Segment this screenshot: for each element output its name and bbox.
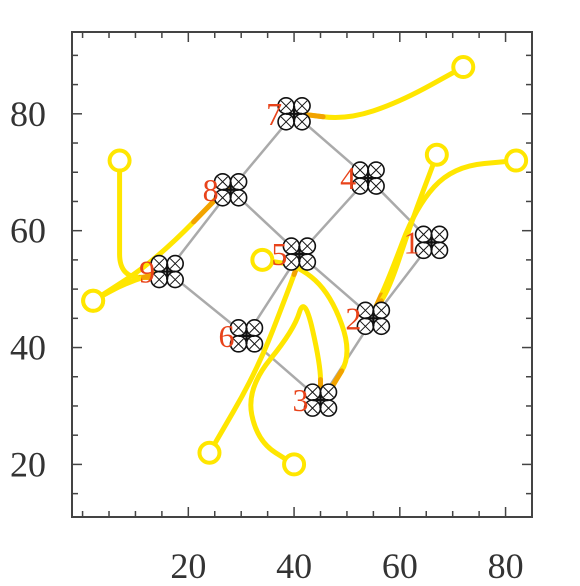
rotor-blade [153,274,165,285]
drone-label: 3 [293,382,309,418]
rotor-blade [418,245,429,256]
trajectory-line [117,158,165,280]
drone-8: 8 [203,172,248,208]
drone-label: 9 [139,254,155,290]
trajectory-line [248,304,324,467]
rotor-blade [286,256,297,268]
rotor-blade [169,274,181,285]
drone-7: 7 [266,96,311,132]
y-tick-label: 40 [10,328,46,368]
trajectory-start-marker [504,148,529,173]
rotor-blade [153,258,165,269]
trajectory-start-marker [81,288,106,313]
y-tick-label: 80 [10,94,46,134]
trajectory-start-marker [451,55,476,80]
axes [71,31,533,518]
trajectory-start-marker [282,452,307,477]
rotor-blade [323,402,334,414]
rotor-blade [169,258,181,269]
drone-4: 4 [340,160,385,196]
rotor-blade [249,322,260,334]
y-tick-label: 60 [10,211,46,251]
rotor-blade [249,338,260,350]
rotor-blade [233,176,244,188]
rotor-blade [323,386,334,398]
trajectory-start-marker [197,440,222,465]
rotor-blade [280,100,292,112]
rotor-blade [302,256,313,268]
trajectory-start-marker [250,247,275,272]
rotor-blade [307,402,318,414]
drone-label: 5 [271,236,287,272]
drone-2: 2 [345,300,391,336]
x-tick-label: 60 [382,546,418,586]
x-tick-label: 40 [276,546,312,586]
rotor-blade [360,320,371,332]
x-tick-label: 80 [488,546,524,586]
drone-label: 4 [340,160,356,196]
y-tick-label: 20 [10,444,46,484]
rotor-blade [434,229,445,240]
trajectory-line [206,257,302,456]
rotor-blade [280,116,292,128]
rotor-blade [302,240,313,252]
drone-label: 2 [345,300,361,336]
rotor-blade [370,180,382,192]
rotor-blade [354,180,366,192]
rotor-blade [286,240,297,252]
rotor-blade [376,320,387,332]
rotor-blade [296,100,308,112]
rotor-blade [370,164,382,176]
rotor-blade [217,176,228,188]
drone-1: 1 [404,224,449,260]
trajectory-start-marker [107,148,132,173]
drone-label: 8 [203,172,219,208]
rotor-blade [418,229,429,240]
rotor-blade [217,192,228,204]
rotor-blade [307,386,318,398]
rotor-blade [376,304,387,316]
trajectory-start-marker [424,142,449,167]
rotor-blade [434,245,445,256]
x-tick-label: 20 [170,546,206,586]
rotor-blade [233,338,244,350]
drone-6: 6 [218,318,264,354]
drone-label: 6 [218,318,234,354]
drone-3: 3 [293,382,338,418]
trajectory-line [296,64,466,120]
drone-5: 5 [271,236,317,272]
drone-9: 9 [139,254,184,290]
plot-frame [71,31,533,518]
rotor-blade [354,164,366,176]
drone-label: 1 [404,224,420,260]
drones: 1 2 3 4 5 6 7 8 9 [139,96,449,418]
trajectory-line [370,152,440,315]
rotor-blade [233,322,244,334]
rotor-blade [296,116,308,128]
drone-label: 7 [266,96,282,132]
rotor-blade [360,304,371,316]
ticks: 20 40 60 80 20 40 60 80 [10,32,533,586]
rotor-blade [233,192,244,204]
